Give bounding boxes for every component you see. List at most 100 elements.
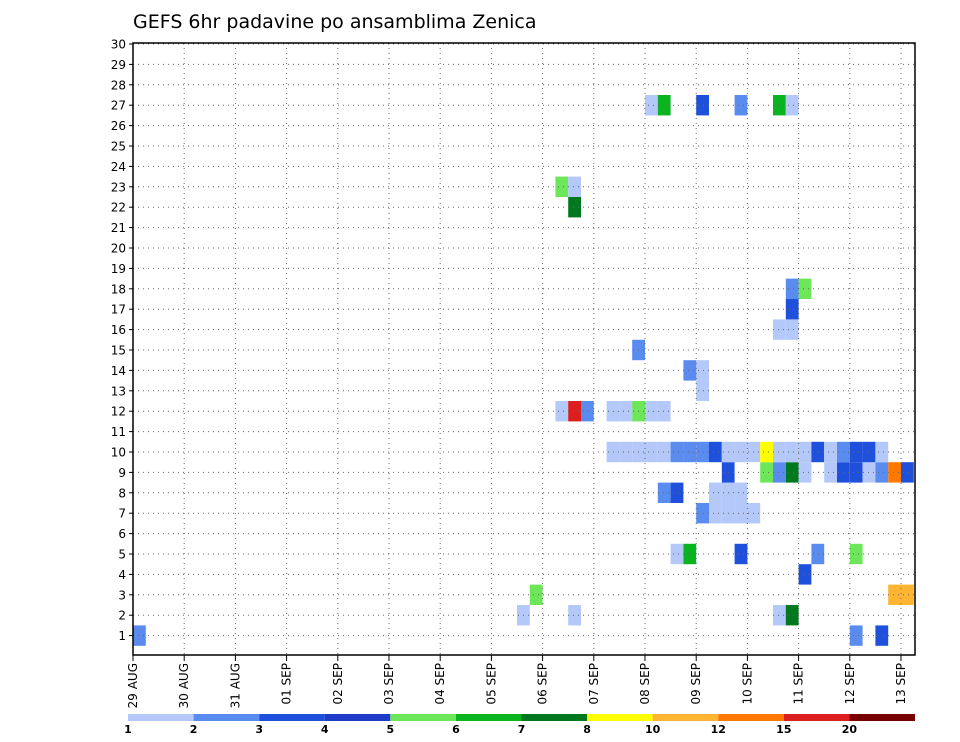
x-tick-label: 29 AUG (126, 663, 140, 708)
chart-title: GEFS 6hr padavine po ansamblima Zenica (133, 11, 537, 33)
heatmap-cell (798, 441, 812, 463)
heatmap-cell (670, 543, 684, 565)
y-tick-label: 13 (111, 384, 126, 398)
heatmap-cell (696, 441, 709, 463)
y-tick-label: 4 (118, 568, 126, 582)
y-tick-label: 27 (111, 99, 126, 113)
heatmap-cell (568, 605, 581, 626)
heatmap-cell (683, 360, 697, 381)
legend-label: 5 (387, 723, 395, 736)
heatmap-cell (645, 95, 658, 116)
heatmap-cell (811, 441, 825, 463)
heatmap-cell (619, 441, 633, 463)
heatmap-cell (734, 441, 748, 463)
heatmap-cell (734, 482, 748, 503)
legend-label: 8 (583, 723, 591, 736)
heatmap-cell (888, 584, 901, 605)
plot-frame (132, 42, 916, 656)
heatmap-cell (785, 441, 799, 463)
legend-label: 1 (124, 723, 132, 736)
heatmap-cell (760, 462, 773, 483)
heatmap-cell (657, 482, 671, 503)
heatmap-cell (568, 401, 581, 422)
heatmap-cell (773, 95, 786, 116)
heatmap-cell (683, 441, 697, 463)
heatmap-cell (849, 625, 863, 646)
heatmap-cell (734, 503, 748, 524)
y-tick-label: 26 (111, 119, 126, 133)
heatmap-cell (709, 441, 722, 463)
heatmap-cell (645, 441, 658, 463)
legend: 1 2 3 4 5 6 7 8 10 12 15 20 (124, 714, 915, 736)
heatmap-cell (645, 401, 658, 422)
y-tick-label: 22 (111, 201, 126, 215)
x-tick-label: 03 SEP (382, 663, 396, 705)
x-tick-label: 13 SEP (894, 663, 908, 705)
legend-swatch (521, 714, 588, 721)
y-tick-label: 5 (118, 548, 126, 562)
heatmap-cell (785, 299, 799, 320)
heatmap-cell (798, 564, 812, 585)
legend-swatch (193, 714, 260, 721)
legend-label: 15 (776, 723, 791, 736)
y-tick-label: 1 (118, 629, 126, 643)
y-axis: 1234567891011121314151617181920212223242… (111, 38, 133, 643)
heatmap-cell (849, 462, 863, 483)
y-tick-label: 10 (111, 446, 126, 460)
x-tick-label: 09 SEP (689, 663, 703, 705)
x-tick-label: 11 SEP (792, 663, 806, 705)
heatmap-cell (568, 176, 581, 197)
heatmap-cell (657, 441, 671, 463)
heatmap-cell (798, 278, 812, 299)
heatmap-cell (133, 625, 146, 646)
heatmap-cell (696, 503, 709, 524)
legend-swatch (783, 714, 850, 721)
heatmap-cell (901, 462, 914, 483)
heatmap-cell (555, 176, 569, 197)
heatmap-cell (875, 625, 889, 646)
heatmap-cell (849, 441, 863, 463)
heatmap-cell (760, 441, 773, 463)
y-tick-label: 2 (118, 609, 126, 623)
grid-layer (133, 43, 915, 655)
heatmap-cell (811, 543, 825, 565)
heatmap-cell (696, 95, 709, 116)
heatmap-cell (849, 543, 863, 565)
legend-label: 2 (190, 723, 198, 736)
legend-label: 4 (321, 723, 329, 736)
x-tick-label: 10 SEP (740, 663, 754, 705)
heatmap-cell (773, 441, 786, 463)
x-axis: 29 AUG 30 AUG 31 AUG 01 SEP 02 SEP 03 SEP 04 S… (126, 655, 908, 708)
legend-swatch (128, 714, 194, 721)
heatmap-cell (568, 197, 581, 218)
heatmap-cell (734, 95, 748, 116)
legend-swatch (718, 714, 784, 721)
y-tick-label: 8 (118, 486, 126, 500)
legend-swatch (587, 714, 653, 721)
y-tick-label: 30 (111, 38, 126, 52)
heatmap-cell (670, 482, 684, 503)
y-tick-label: 3 (118, 588, 126, 602)
x-tick-label: 06 SEP (536, 663, 550, 705)
heatmap-cell (773, 462, 786, 483)
heatmap-cell (785, 95, 799, 116)
y-tick-label: 18 (111, 282, 126, 296)
y-tick-label: 6 (118, 527, 126, 541)
legend-swatch (455, 714, 522, 721)
legend-swatch (390, 714, 456, 721)
heatmap-cell (657, 95, 671, 116)
legend-label: 10 (645, 723, 661, 736)
x-tick-label: 05 SEP (484, 663, 498, 705)
legend-label: 6 (452, 723, 460, 736)
heatmap-cell (798, 462, 812, 483)
y-tick-label: 16 (111, 323, 126, 337)
heatmap-cell (785, 278, 799, 299)
y-tick-label: 11 (111, 425, 126, 439)
x-tick-label: 04 SEP (433, 663, 447, 705)
y-tick-label: 14 (111, 364, 126, 378)
y-tick-label: 24 (111, 160, 126, 174)
y-tick-label: 20 (111, 242, 126, 256)
heatmap-cell (888, 462, 901, 483)
heatmap-cell (670, 441, 684, 463)
